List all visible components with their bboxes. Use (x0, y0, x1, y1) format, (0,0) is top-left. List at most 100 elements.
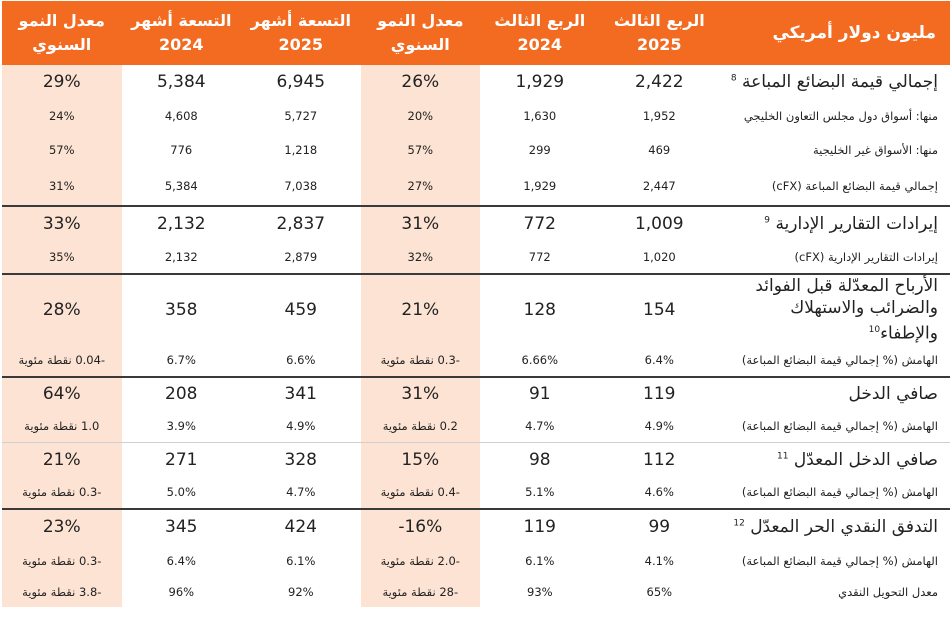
cell-value: 128 (480, 273, 600, 345)
cell-value: 1,218 (284, 143, 318, 157)
row-label: إيرادات التقارير الإدارية (cFX) (794, 249, 938, 264)
cell-value: 154 (599, 273, 720, 345)
cell-value: -28 نقطة مئوية (360, 576, 481, 607)
cell-value: 2,837 (241, 205, 361, 240)
cell-value: 24% (2, 99, 122, 133)
row-label: إجمالي قيمة البضائع المباعة 8 (730, 72, 938, 92)
cell-value: -2.0 نقطة مئوية (360, 544, 481, 577)
cell-value: 15% (360, 442, 481, 477)
header-row: مليون دولار أمريكي الربع الثالث 2025 الرب… (2, 1, 950, 65)
cell-value: 5,727 (284, 109, 318, 123)
table-row: صافي الدخل المعدّل 11 112 98 15% 328 271… (2, 442, 950, 477)
cell-value: 469 (648, 143, 671, 157)
cell-value: 208 (121, 375, 242, 411)
cell-value: 4.9% (644, 419, 674, 434)
cell-value: 4.6% (644, 485, 674, 500)
cell-value: 65% (646, 584, 673, 599)
cell-value: 2,879 (284, 249, 318, 264)
cell-value: 28% (2, 273, 122, 345)
cell-value: 5.1% (525, 485, 555, 500)
cell-value: 99 (599, 507, 720, 545)
cell-value: 27% (360, 167, 481, 206)
row-label: الأرباح المعدّلة قبل الفوائد والضرائب وا… (719, 273, 950, 345)
cell-value: -0.3 نقطة مئوية (2, 476, 122, 509)
cell-value: 0.2 نقطة مئوية (360, 410, 481, 443)
cell-value: 4.1% (644, 553, 674, 568)
cell-value: 31% (360, 205, 481, 240)
cell-value: -0.04 نقطة مئوية (2, 344, 122, 377)
cell-value: 6.1% (286, 553, 316, 568)
row-label: الهامش (% إجمالي قيمة البضائع المباعة) (741, 419, 938, 434)
cell-value: 3.9% (166, 419, 196, 434)
cell-value: 31% (2, 167, 122, 206)
cell-value: 2,132 (164, 249, 198, 264)
cell-value: 5.0% (166, 485, 196, 500)
cell-value: 91 (480, 375, 600, 411)
table-row: الهامش (% إجمالي قيمة البضائع المباعة) 4… (2, 544, 950, 577)
row-label: الهامش (% إجمالي قيمة البضائع المباعة) (741, 553, 938, 568)
row-label: منها: أسواق دول مجلس التعاون الخليجي (743, 109, 938, 123)
cell-value: 1,929 (515, 72, 565, 92)
cell-value: -0.3 نقطة مئوية (2, 544, 122, 577)
cell-value: 1,630 (523, 109, 557, 123)
cell-value: 6.6% (286, 353, 316, 368)
table-row: الهامش (% إجمالي قيمة البضائع المباعة) 6… (2, 344, 950, 377)
cell-value: 1,009 (599, 205, 720, 240)
table-row: الهامش (% إجمالي قيمة البضائع المباعة) 4… (2, 476, 950, 509)
row-label: معدل التحويل النقدي (838, 584, 938, 599)
table-row: الهامش (% إجمالي قيمة البضائع المباعة) 4… (2, 410, 950, 443)
header-label: مليون دولار أمريكي (719, 1, 950, 65)
cell-value: 20% (360, 99, 481, 133)
financial-summary-table: مليون دولار أمريكي الربع الثالث 2025 الرب… (2, 1, 950, 607)
header-q3-2025: الربع الثالث 2025 (599, 1, 720, 65)
cell-value: 6.4% (644, 353, 674, 368)
table-row: إيرادات التقارير الإدارية 9 1,009 772 31… (2, 205, 950, 240)
row-label: التدفق النقدي الحر المعدّل 12 (719, 507, 950, 545)
cell-value: 98 (480, 442, 600, 477)
table-row: الأرباح المعدّلة قبل الفوائد والضرائب وا… (2, 273, 950, 345)
cell-value: 16%- (360, 507, 481, 545)
cell-value: 1,020 (642, 249, 676, 264)
header-q3-yoy: معدل النمو السنوي (360, 1, 481, 65)
header-9m-yoy: معدل النمو السنوي (2, 1, 122, 65)
cell-value: 6,945 (276, 72, 326, 92)
cell-value: 6.66% (521, 353, 559, 368)
cell-value: 358 (121, 273, 242, 345)
row-label: صافي الدخل المعدّل 11 (719, 442, 950, 477)
row-label: إجمالي قيمة البضائع المباعة (cFX) (771, 179, 938, 193)
cell-value: 345 (121, 507, 242, 545)
cell-value: 29% (2, 65, 122, 99)
cell-value: 772 (480, 205, 600, 240)
cell-value: 35% (2, 240, 122, 274)
cell-value: -0.4 نقطة مئوية (360, 476, 481, 509)
row-label: إيرادات التقارير الإدارية 9 (719, 205, 950, 240)
cell-value: 2,132 (121, 205, 242, 240)
cell-value: 7,038 (284, 179, 318, 193)
cell-value: 119 (599, 375, 720, 411)
cell-value: 21% (2, 442, 122, 477)
table-row: إيرادات التقارير الإدارية (cFX) 1,020 77… (2, 240, 950, 274)
cell-value: 459 (241, 273, 361, 345)
cell-value: 57% (2, 133, 122, 167)
cell-value: 92% (288, 584, 314, 599)
cell-value: 5,384 (164, 179, 198, 193)
cell-value: 4.7% (525, 419, 555, 434)
header-9m-2025: التسعة أشهر 2025 (241, 1, 361, 65)
cell-value: 96% (168, 584, 195, 599)
cell-value: 299 (528, 143, 551, 157)
table-row: صافي الدخل 119 91 31% 341 208 64% (2, 375, 950, 411)
header-9m-2024: التسعة أشهر 2024 (121, 1, 242, 65)
cell-value: 119 (480, 507, 600, 545)
row-label: صافي الدخل (719, 375, 950, 411)
cell-value: 6.1% (525, 553, 555, 568)
row-label: الهامش (% إجمالي قيمة البضائع المباعة) (741, 353, 938, 368)
cell-value: 93% (527, 584, 553, 599)
cell-value: 23% (2, 507, 122, 545)
cell-value: 26% (360, 65, 481, 99)
table-row: إجمالي قيمة البضائع المباعة (cFX) 2,447 … (2, 167, 950, 206)
table-row: إجمالي قيمة البضائع المباعة 8 2,422 1,92… (2, 65, 950, 99)
table-row: منها: أسواق دول مجلس التعاون الخليجي 1,9… (2, 99, 950, 133)
cell-value: 776 (170, 143, 193, 157)
cell-value: 2,447 (642, 179, 676, 193)
cell-value: 64% (2, 375, 122, 411)
